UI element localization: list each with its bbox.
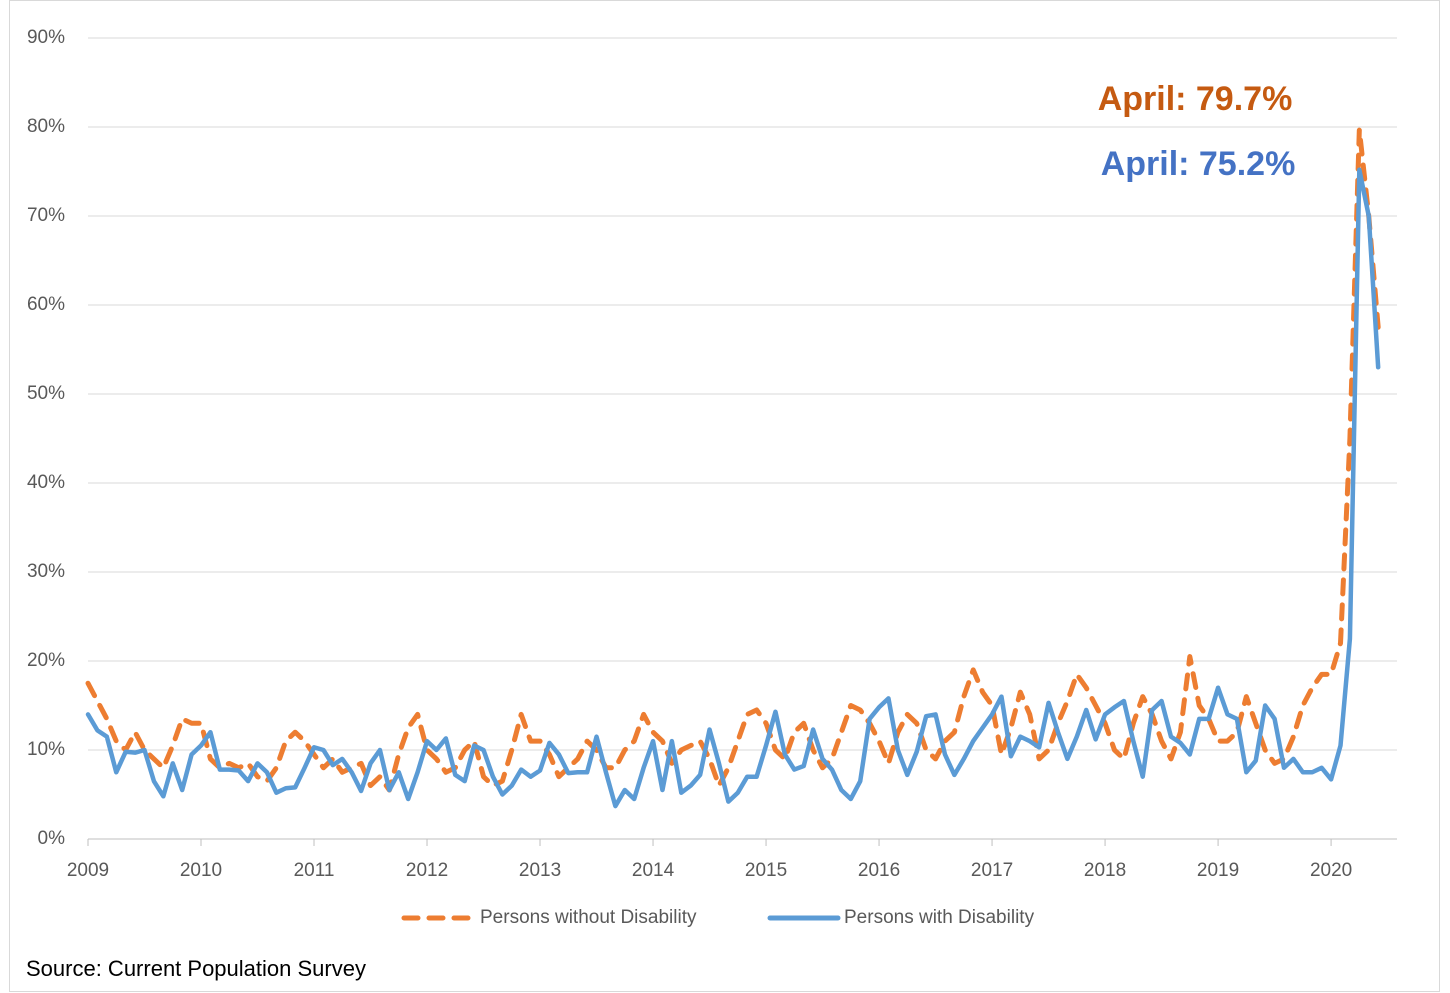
source: Source: Current Population Survey	[26, 956, 366, 981]
legend-label: Persons with Disability	[844, 907, 1035, 928]
x-tick-label: 2013	[519, 860, 561, 881]
y-tick-label: 60%	[27, 294, 65, 315]
y-tick-label: 50%	[27, 383, 65, 404]
y-tick-label: 80%	[27, 116, 65, 137]
y-tick-label: 10%	[27, 739, 65, 760]
x-tick-label: 2018	[1084, 860, 1126, 881]
x-tick-label: 2016	[858, 860, 900, 881]
x-tick-label: 2017	[971, 860, 1013, 881]
x-tick-label: 2012	[406, 860, 448, 881]
y-tick-label: 0%	[38, 828, 66, 849]
x-tick-label: 2015	[745, 860, 787, 881]
x-tick-label: 2019	[1197, 860, 1239, 881]
x-tick-label: 2020	[1310, 860, 1352, 881]
annotation: April: 79.7%	[1098, 80, 1293, 118]
line-series	[85, 167, 1381, 809]
annotation: April: 75.2%	[1101, 145, 1296, 183]
x-tick-label: 2009	[67, 860, 109, 881]
legend-label: Persons without Disability	[480, 907, 697, 928]
y-tick-label: 40%	[27, 472, 65, 493]
x-tick-label: 2011	[294, 860, 335, 881]
line-series	[85, 127, 1381, 793]
x-tick-label: 2010	[180, 860, 222, 881]
y-tick-label: 90%	[27, 27, 65, 48]
y-tick-label: 70%	[27, 205, 65, 226]
y-tick-label: 30%	[27, 561, 65, 582]
x-tick-label: 2014	[632, 860, 675, 881]
y-tick-label: 20%	[27, 650, 65, 671]
chart-border	[9, 0, 1440, 992]
